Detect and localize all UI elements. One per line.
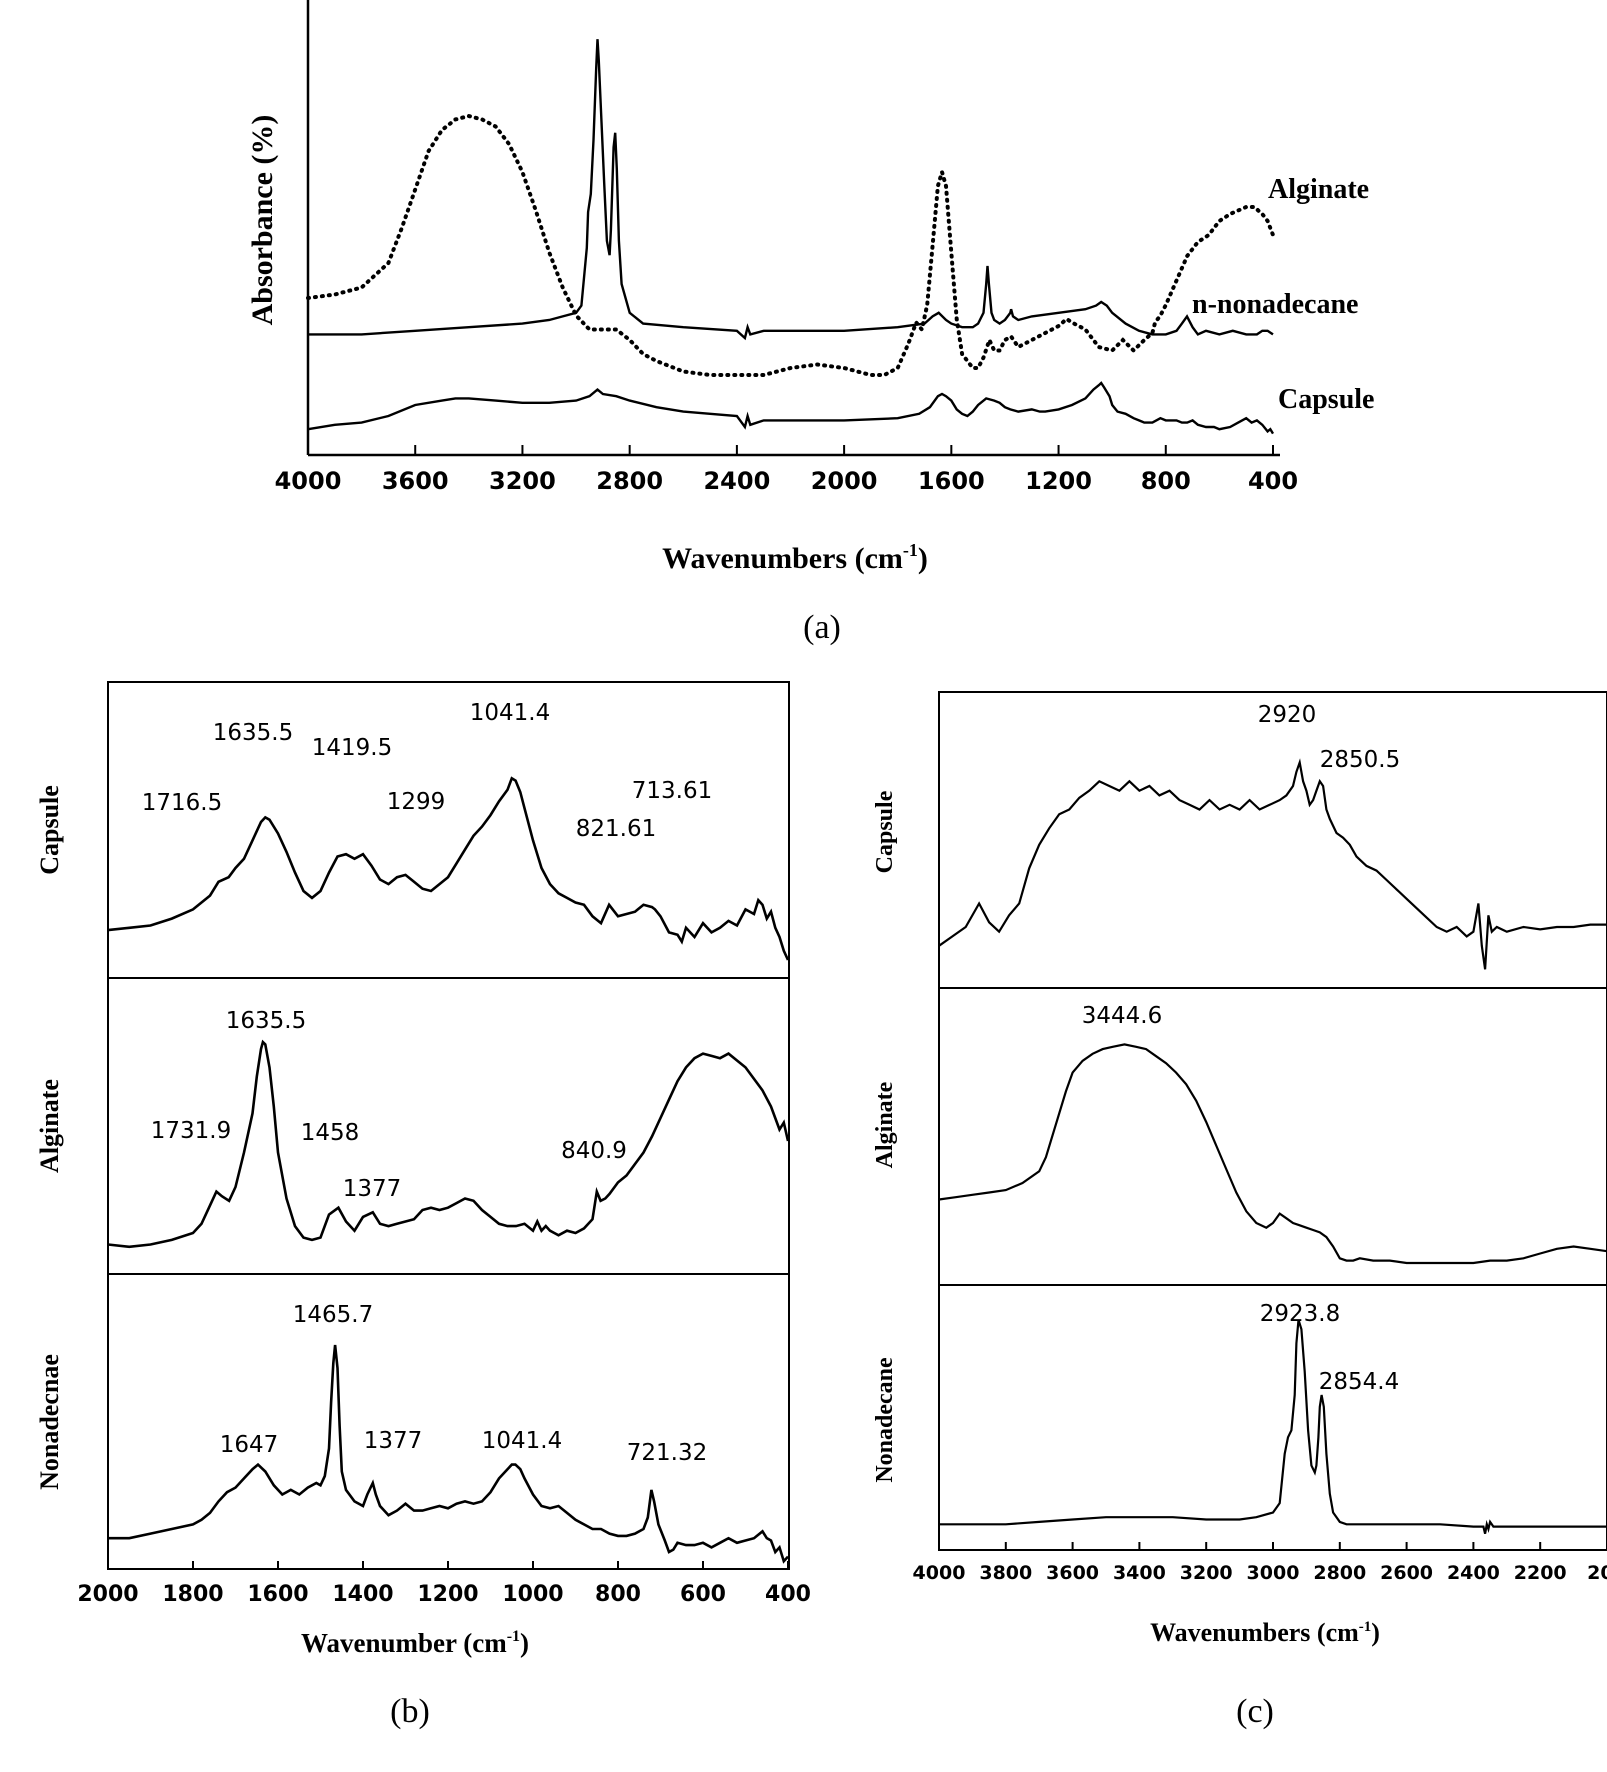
panel-c-x-ticks: 4000 3800 3600 3400 3200 3000 2800 2600 2400 2200… (913, 1542, 1607, 1584)
panel-b-tick-label: 1800 (162, 1582, 223, 1607)
panel-b-series-nonadecnae (108, 1344, 789, 1564)
panel-a-tick-label: 400 (1248, 467, 1298, 495)
panel-c-xlabel-sup: -1 (1359, 1619, 1372, 1635)
panel-b-label: (b) (390, 1693, 430, 1730)
panel-c-xlabel-main: Wavenumbers (cm (1150, 1618, 1359, 1647)
panel-b-tick-label: 2000 (77, 1582, 138, 1607)
panel-c-tick-label: 2200 (1514, 1562, 1567, 1584)
panel-b-annot: 1635.5 (213, 720, 293, 746)
panel-a-series (306, 39, 1275, 435)
series-alginate (306, 113, 1275, 377)
panel-b-ylabel-capsule: Capsule (35, 785, 64, 875)
panel-a-legend-nonadecane: n-nonadecane (1192, 289, 1358, 320)
panel-c: 4000 3800 3600 3400 3200 3000 2800 2600 2400 2200… (872, 691, 1607, 1730)
panel-a-ylabel: Absorbance (%) (246, 115, 279, 326)
panel-c-label: (c) (1236, 1693, 1274, 1730)
series-n-nonadecane (308, 39, 1274, 341)
panel-c-tick-label: 3600 (1046, 1562, 1099, 1584)
panel-b-tick-label: 800 (595, 1582, 641, 1607)
panel-a-tick-label: 4000 (275, 467, 342, 495)
panel-b-xlabel-tail: ) (520, 1628, 529, 1658)
panel-c-annot: 3444.6 (1082, 1003, 1162, 1029)
panel-c-tick-label: 3200 (1180, 1562, 1233, 1584)
panel-c-ylabel-alginate: Alginate (872, 1081, 898, 1168)
panel-b-series-alginate (107, 1039, 790, 1249)
panel-c-tick-label: 2800 (1313, 1562, 1366, 1584)
panel-c-tick-label: 200 (1587, 1562, 1607, 1584)
panel-a-legend-capsule: Capsule (1278, 384, 1374, 415)
panel-c-tick-label: 4000 (913, 1562, 966, 1584)
panel-c-tick-label: 2600 (1380, 1562, 1433, 1584)
panel-a-tick-label: 2400 (703, 467, 770, 495)
panel-a-xlabel-tail: ) (918, 542, 928, 575)
panel-a-tick-label: 2800 (596, 467, 663, 495)
panel-b-annot: 1458 (301, 1120, 360, 1146)
panel-c-xlabel: Wavenumbers (cm-1) (1150, 1618, 1380, 1647)
panel-a: 4000 3600 3200 2800 2400 2000 1600 1200 800 400 A… (246, 0, 1374, 646)
panel-c-ylabel-nonadecane: Nonadecane (872, 1357, 898, 1483)
panel-c-tick-label: 3800 (979, 1562, 1032, 1584)
panel-b-annot: 1299 (387, 789, 446, 815)
series-capsule (307, 381, 1275, 435)
panel-b-ylabel-nonadecnae: Nonadecnae (35, 1354, 64, 1490)
panel-b-annot: 1419.5 (312, 735, 392, 761)
panel-b-series-capsule (107, 776, 790, 961)
panel-b-tick-label: 1400 (332, 1582, 393, 1607)
panel-b-tick-label: 400 (765, 1582, 811, 1607)
panel-a-tick-label: 1200 (1025, 467, 1092, 495)
panel-b-annot: 1041.4 (470, 700, 550, 726)
panel-b-annot: 821.61 (576, 816, 656, 842)
panel-b-annot: 721.32 (627, 1440, 707, 1466)
panel-a-tick-label: 2000 (811, 467, 878, 495)
panel-a-x-ticks: 4000 3600 3200 2800 2400 2000 1600 1200 800 400 (275, 445, 1298, 495)
panel-b: 2000 1800 1600 1400 1200 1000 800 600 400 Capsul… (35, 681, 811, 1730)
panel-b-annot: 840.9 (561, 1138, 627, 1164)
panel-b-series (107, 776, 790, 1564)
panel-b-ylabel-alginate: Alginate (35, 1079, 64, 1173)
panel-c-tick-label: 2400 (1447, 1562, 1500, 1584)
panel-c-annot: 2850.5 (1320, 747, 1400, 773)
panel-a-tick-label: 1600 (918, 467, 985, 495)
panel-c-series-capsule (938, 758, 1607, 970)
panel-b-annot: 1465.7 (293, 1302, 373, 1328)
panel-a-legend-alginate: Alginate (1268, 174, 1369, 205)
panel-b-annot: 1635.5 (226, 1008, 306, 1034)
panel-b-tick-label: 1600 (247, 1582, 308, 1607)
panel-b-tick-label: 1200 (417, 1582, 478, 1607)
panel-c-annot: 2854.4 (1319, 1369, 1399, 1395)
panel-c-xlabel-tail: ) (1371, 1618, 1380, 1647)
panel-a-tick-label: 800 (1141, 467, 1191, 495)
panel-a-xlabel: Wavenumbers (cm-1) (662, 540, 928, 575)
panel-b-annot: 1716.5 (142, 790, 222, 816)
panel-b-xlabel-main: Wavenumber (cm (301, 1628, 507, 1658)
panel-b-xlabel-sup: -1 (507, 1628, 520, 1645)
panel-c-series-alginate (938, 1043, 1607, 1265)
panel-b-annot: 1731.9 (151, 1118, 231, 1144)
panel-c-series (938, 758, 1607, 1534)
panel-a-label: (a) (803, 609, 841, 646)
panel-b-annot: 1377 (364, 1428, 423, 1454)
panel-b-x-ticks: 2000 1800 1600 1400 1200 1000 800 600 400 (77, 1561, 811, 1607)
panel-c-ylabel-capsule: Capsule (872, 790, 898, 873)
panel-a-xlabel-sup: -1 (903, 540, 918, 560)
panel-b-annot: 713.61 (632, 778, 712, 804)
panel-a-tick-label: 3600 (382, 467, 449, 495)
panel-b-tick-label: 1000 (502, 1582, 563, 1607)
panel-b-xlabel: Wavenumber (cm-1) (301, 1628, 529, 1658)
panel-c-annot: 2923.8 (1260, 1301, 1340, 1327)
panel-c-series-nonadecane (939, 1319, 1607, 1534)
panel-a-xlabel-main: Wavenumbers (cm (662, 542, 903, 575)
panel-c-frame (938, 691, 1607, 1551)
panel-b-annot: 1377 (343, 1176, 402, 1202)
panel-c-tick-label: 3000 (1247, 1562, 1300, 1584)
panel-b-annot: 1041.4 (482, 1428, 562, 1454)
panel-b-tick-label: 600 (680, 1582, 726, 1607)
panel-a-tick-label: 3200 (489, 467, 556, 495)
panel-c-annot: 2920 (1258, 702, 1317, 728)
panel-c-tick-label: 3400 (1113, 1562, 1166, 1584)
panel-b-annot: 1647 (220, 1432, 279, 1458)
